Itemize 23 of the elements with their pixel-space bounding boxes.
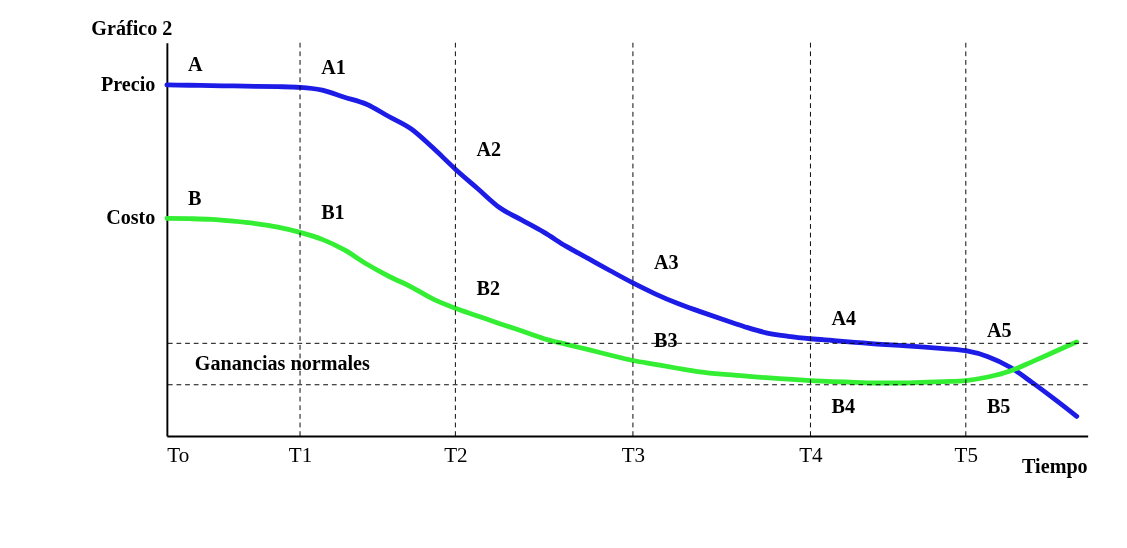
x-axis-title: Tiempo: [1022, 455, 1088, 479]
annotation: A4: [831, 307, 857, 330]
annotation: B2: [476, 276, 500, 299]
annotation: B5: [986, 395, 1011, 418]
annotation: Costo: [106, 206, 156, 229]
annotation: B4: [831, 395, 856, 418]
annotation: A1: [321, 55, 346, 78]
x-tick-label: T4: [799, 443, 824, 468]
annotation: B3: [654, 329, 678, 352]
annotation: A5: [986, 319, 1012, 342]
chart-title: Gráfico 2: [91, 16, 173, 39]
x-tick-label: T1: [288, 443, 313, 468]
x-tick-label: T5: [954, 443, 978, 468]
annotation: B: [187, 186, 202, 209]
annotation: Ganancias normales: [194, 351, 371, 374]
x-tick-label: To: [167, 443, 190, 468]
annotation: A3: [654, 251, 679, 274]
x-tick-label: T2: [444, 443, 468, 468]
x-tick-label: T3: [621, 443, 646, 468]
annotation: A2: [476, 137, 502, 160]
annotation: B1: [321, 200, 345, 223]
annotation: A: [187, 53, 203, 76]
annotation: Precio: [100, 72, 156, 95]
